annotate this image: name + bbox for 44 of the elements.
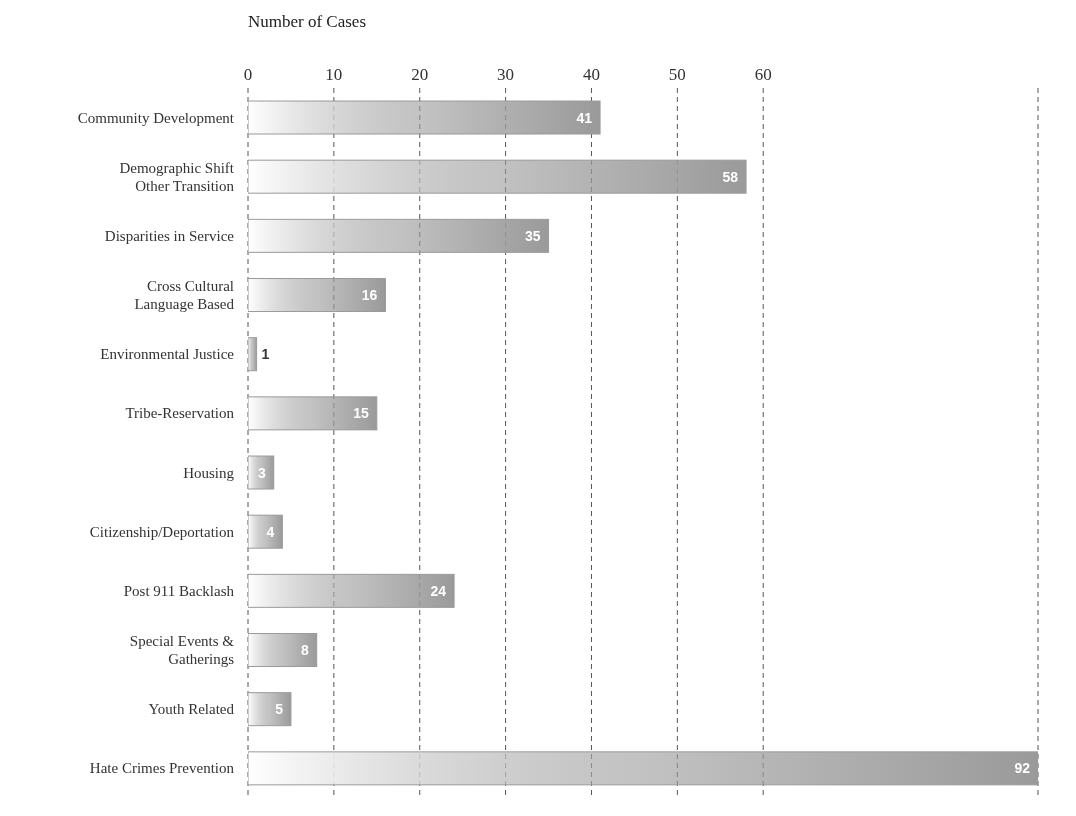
- data-label: 1: [261, 346, 270, 363]
- x-tick-label: 50: [668, 65, 686, 84]
- x-tick-label: 0: [243, 65, 253, 84]
- y-tick-label: Demographic Shift Other Transition: [119, 159, 235, 194]
- bar: [248, 396, 378, 431]
- data-label: 15: [353, 405, 370, 422]
- y-tick-label: Community Development: [77, 109, 235, 126]
- bar: [248, 100, 601, 135]
- x-axis-title: Number of Cases: [248, 12, 367, 32]
- data-label: 5: [275, 701, 284, 718]
- y-tick-label: Cross Cultural Language Based: [134, 278, 235, 313]
- x-tick-label: 20: [411, 65, 429, 84]
- x-tick-label: 10: [325, 65, 343, 84]
- y-tick-label: Environmental Justice: [100, 346, 235, 363]
- y-tick-label: Post 911 Backlash: [123, 582, 235, 599]
- x-tick-label: 30: [497, 65, 515, 84]
- y-tick-label: Citizenship/Deportation: [89, 523, 235, 540]
- y-tick-label: Tribe-Reservation: [125, 405, 235, 422]
- y-tick-label: Youth Related: [148, 701, 235, 718]
- y-tick-label: Housing: [183, 464, 235, 481]
- y-tick-label: Hate Crimes Prevention: [89, 760, 235, 777]
- bar: [248, 514, 283, 549]
- data-label: 16: [361, 287, 378, 304]
- bar: [248, 159, 747, 194]
- bar: [248, 633, 318, 668]
- x-tick-label: 40: [582, 65, 600, 84]
- bar: [248, 337, 258, 372]
- bar: [248, 218, 550, 253]
- x-tick-label: 60: [754, 65, 772, 84]
- data-label: 41: [576, 109, 593, 126]
- data-label: 8: [300, 642, 309, 659]
- data-label: 35: [524, 227, 541, 244]
- data-label: 58: [722, 168, 739, 185]
- y-tick-label: Special Events & Gatherings: [129, 633, 235, 668]
- bar: [248, 278, 386, 313]
- data-label: 4: [266, 523, 275, 540]
- bar: [248, 692, 292, 727]
- bar: [248, 455, 275, 490]
- bar: [248, 751, 1038, 786]
- bar: [248, 573, 455, 608]
- data-label: 3: [257, 464, 266, 481]
- y-tick-label: Disparities in Service: [104, 227, 235, 244]
- data-label: 24: [430, 582, 447, 599]
- data-label: 92: [1014, 760, 1031, 777]
